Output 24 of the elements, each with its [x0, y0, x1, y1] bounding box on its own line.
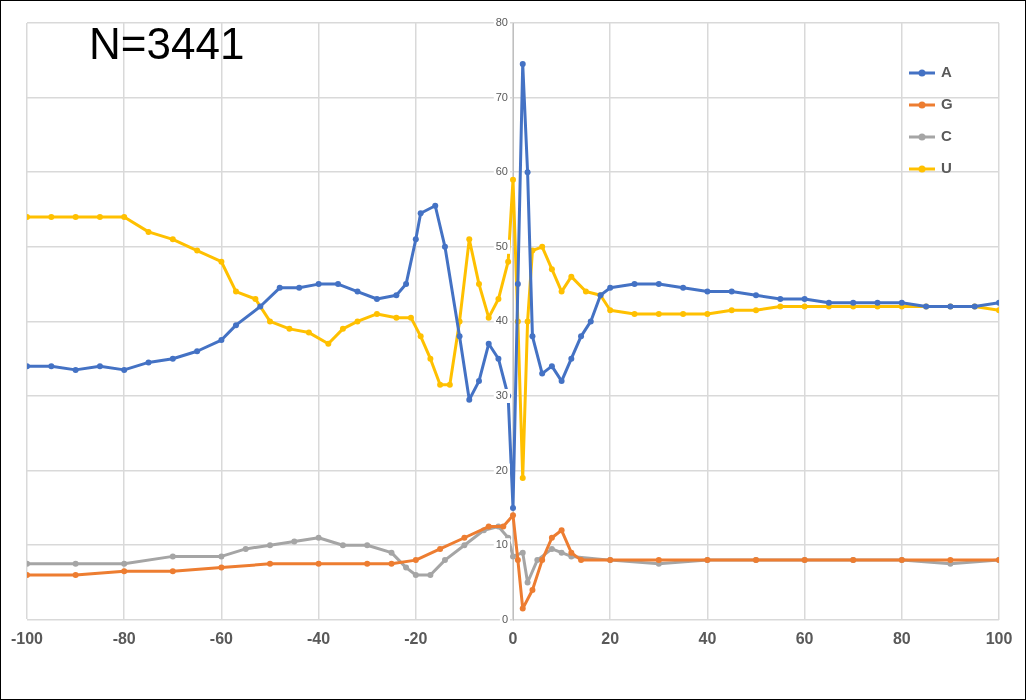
- x-tick-label: -40: [307, 629, 331, 647]
- x-tick-label: 60: [795, 629, 814, 647]
- y-tick-label: 20: [495, 463, 509, 476]
- annotation: N=3441: [89, 19, 245, 69]
- y-tick-label: 30: [495, 389, 509, 402]
- x-tick-label: -100: [11, 629, 44, 647]
- y-tick-label: 80: [495, 16, 509, 29]
- legend-label: U: [941, 159, 952, 177]
- x-tick-label: 40: [698, 629, 717, 647]
- x-tick-label: 20: [601, 629, 620, 647]
- x-tick-label: -80: [112, 629, 136, 647]
- legend-label: A: [941, 63, 952, 81]
- y-tick-label: 60: [495, 165, 509, 178]
- legend-label: C: [941, 127, 952, 145]
- y-tick-label: 70: [495, 90, 509, 103]
- x-tick-label: -20: [404, 629, 428, 647]
- x-tick-label: 100: [985, 629, 1013, 647]
- y-tick-label: 40: [495, 314, 509, 327]
- legend-label: G: [941, 95, 953, 113]
- x-tick-label: 80: [892, 629, 911, 647]
- y-tick-label: 10: [495, 538, 509, 551]
- y-tick-label: 0: [501, 612, 509, 625]
- y-tick-label: 50: [495, 239, 509, 252]
- x-tick-label: -60: [209, 629, 234, 647]
